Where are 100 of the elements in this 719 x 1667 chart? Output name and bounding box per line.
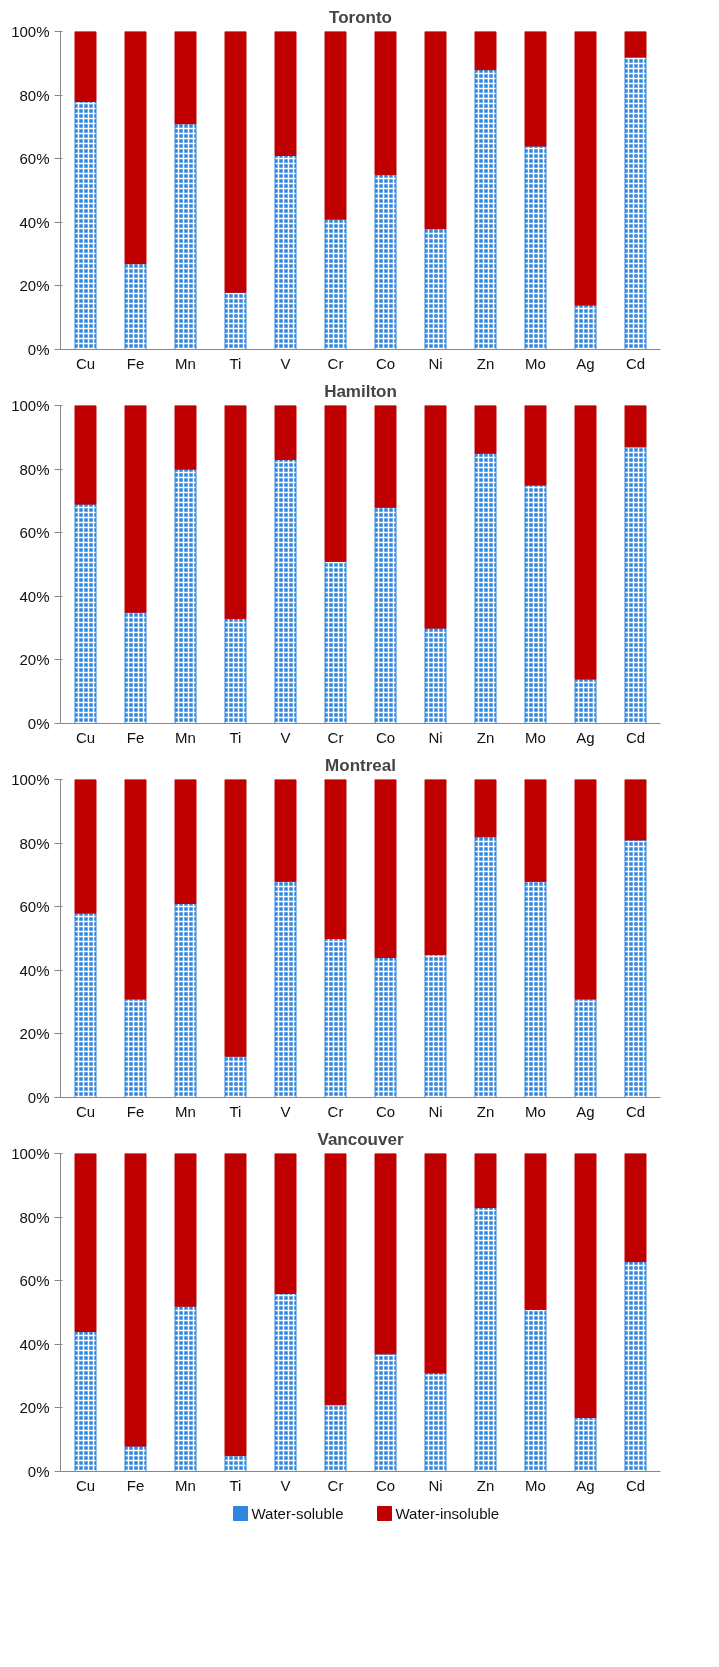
bar [524,405,547,486]
bar [474,405,497,454]
bar [374,405,397,508]
bar [424,31,447,230]
y-tick-label: 60% [19,524,50,542]
x-tick-label: Co [375,1102,396,1120]
x-tick-label: Ni [428,728,443,746]
x-tick-label: Ti [229,354,242,372]
bar [174,31,197,125]
x-tick-label: Ag [576,1102,595,1120]
x-tick-label: Mo [525,354,546,372]
x-tick-label: Fe [126,1102,145,1120]
x-tick-label: Ni [428,354,443,372]
bar [224,779,247,1057]
bar [224,1153,247,1457]
bar [474,779,497,838]
y-tick-label: 0% [27,1089,50,1106]
bar [274,1153,297,1294]
bar [124,31,147,265]
bar [374,779,397,959]
bar [374,1153,397,1355]
bar [124,779,147,1000]
x-tick-label: Cr [327,728,344,746]
y-tick-label: 0% [27,341,50,358]
bar [624,405,647,448]
x-tick-label: Cd [625,728,646,746]
x-tick-label: Ti [229,1476,242,1494]
bar [174,405,197,470]
y-tick-label: 20% [19,1399,50,1417]
x-tick-label: Mn [175,1102,196,1120]
x-tick-label: Ag [576,1476,595,1494]
x-tick-label: Mn [175,354,196,372]
x-tick-label: V [280,1476,291,1494]
y-tick-label: 60% [19,898,50,916]
x-tick-label: Cd [625,1476,646,1494]
bar [374,31,397,176]
bar [524,31,547,147]
x-tick-label: V [280,1102,291,1120]
y-tick-label: 100% [11,23,50,40]
bar [74,31,97,102]
bar [74,405,97,505]
bar [624,1153,647,1263]
bar [124,1153,147,1447]
x-tick-label: Cr [327,1102,344,1120]
y-tick-label: 80% [19,460,50,478]
x-tick-label: Ni [428,1102,443,1120]
bar [74,779,97,914]
x-tick-label: V [280,354,291,372]
x-tick-label: Cd [625,354,646,372]
y-tick-label: 40% [19,213,50,231]
bar [74,1153,97,1333]
x-tick-label: Zn [476,728,495,746]
bar [524,779,547,882]
x-tick-label: Mn [175,1476,196,1494]
bar [224,405,247,620]
chart-title: Vancouver [317,1129,404,1149]
bar [274,31,297,157]
bar [274,405,297,461]
y-tick-label: 100% [11,1145,50,1162]
bar [124,405,147,613]
bar [274,779,297,882]
x-tick-label: Cd [625,1102,646,1120]
x-tick-label: Ag [576,728,595,746]
bar [324,779,347,939]
x-tick-label: Ti [229,728,242,746]
bar [474,1153,497,1209]
x-tick-label: Zn [476,354,495,372]
x-tick-label: Mo [525,1102,546,1120]
bar [574,405,597,680]
y-tick-label: 20% [19,1025,50,1043]
bar [474,31,497,71]
y-tick-label: 80% [19,86,50,104]
x-tick-label: Cu [75,728,96,746]
x-tick-label: Zn [476,1476,495,1494]
y-tick-label: 0% [27,715,50,732]
x-tick-label: Cu [75,1476,96,1494]
chart-title: Montreal [325,755,396,775]
y-tick-label: 40% [19,587,50,605]
bar [324,1153,347,1406]
bar [324,405,347,562]
bar [574,1153,597,1418]
x-tick-label: Cu [75,354,96,372]
x-tick-label: Ni [428,1476,443,1494]
x-tick-label: Fe [126,354,145,372]
y-tick-label: 60% [19,1272,50,1290]
y-tick-label: 40% [19,961,50,979]
y-tick-label: 20% [19,651,50,669]
x-tick-label: Ti [229,1102,242,1120]
legend-label: Water-soluble [251,1505,344,1522]
x-tick-label: Fe [126,1476,145,1494]
bar [424,1153,447,1374]
x-tick-label: Mn [175,728,196,746]
x-tick-label: Mo [525,728,546,746]
chart-title: Hamilton [324,381,397,401]
bar [574,31,597,306]
y-tick-label: 100% [11,771,50,788]
x-tick-label: Fe [126,728,145,746]
x-tick-label: Cu [75,1102,96,1120]
chart-title: Toronto [329,7,392,27]
x-tick-label: Co [375,1476,396,1494]
